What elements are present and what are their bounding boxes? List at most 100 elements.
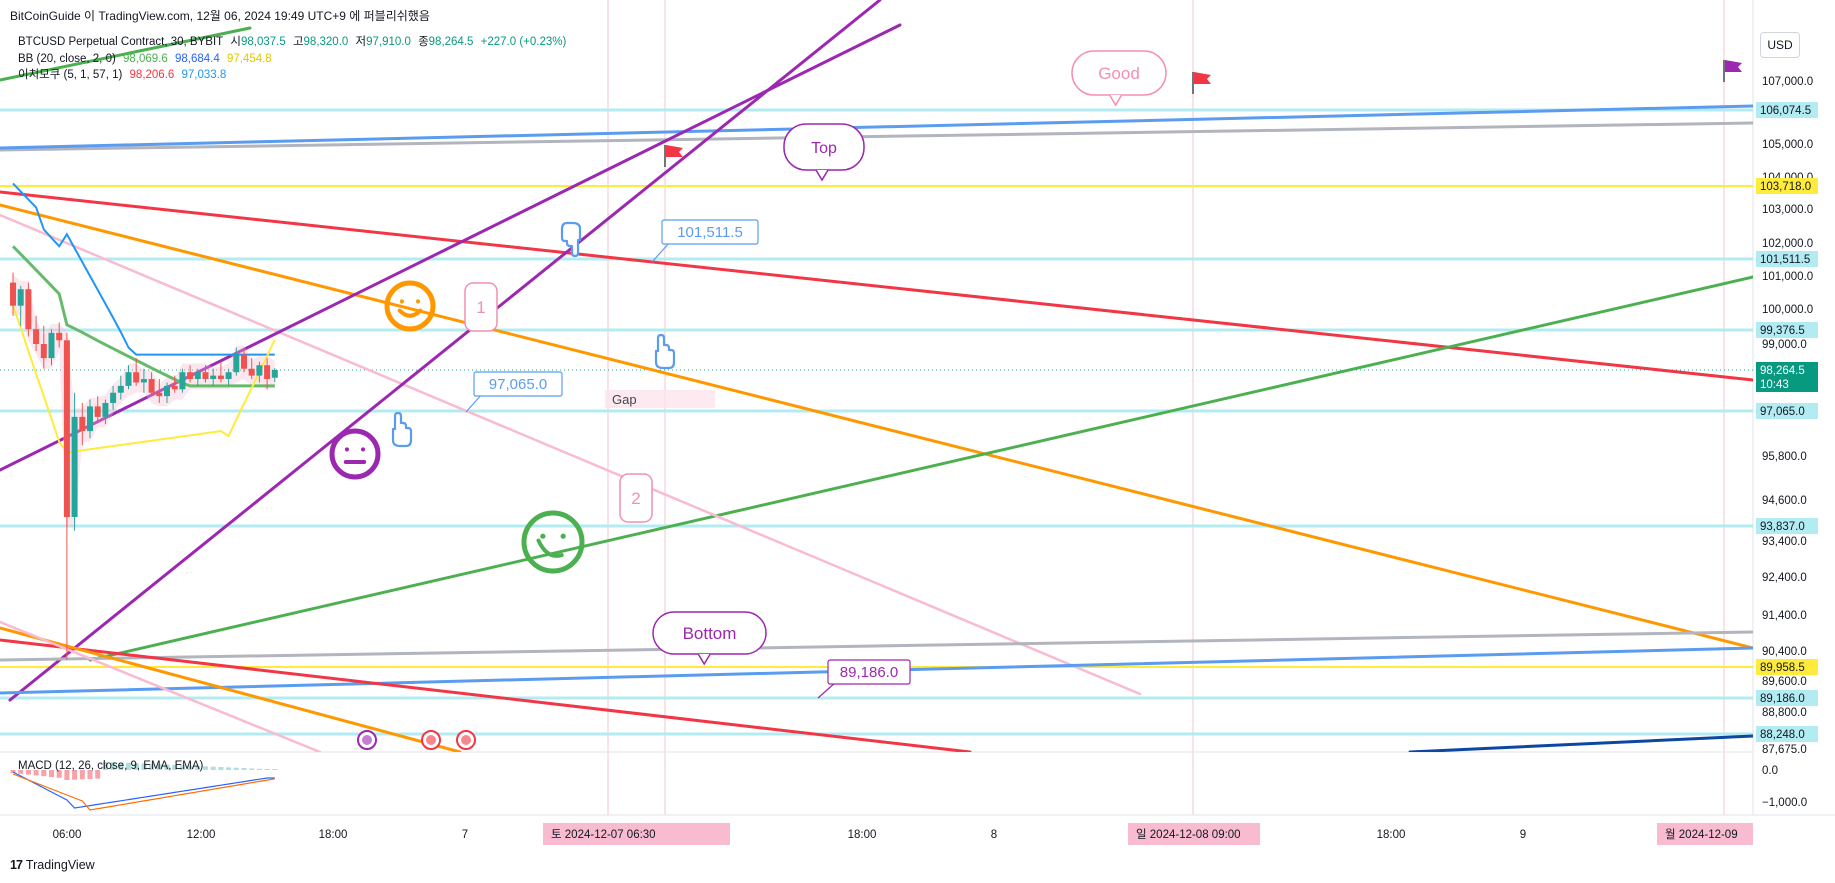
horizontal-levels: Gap [0,108,1753,736]
hand-pointer-icon-1 [560,221,582,258]
candle-15 [125,365,132,390]
indicator-layer [11,182,276,528]
macd-bar-17 [141,763,147,770]
blue-trend-line-1 [0,104,1753,150]
legend-ichimoku-row[interactable]: 이치모쿠 (5, 1, 57, 1) 98,206.6 97,033.8 [18,67,570,84]
tradingview-logo[interactable]: 17 TradingView [10,858,95,872]
candle-body [210,375,217,380]
neutral-face-icon-ring [329,428,381,480]
callout-97065-text: 97,065.0 [489,376,547,393]
candle-33 [264,358,271,390]
price-badge-0: 106,074.5 [1756,102,1818,118]
hand-pointer-icon-1-shape [560,221,582,258]
candle-body [225,372,232,380]
price-tick-16: 87,675.0 [1762,744,1807,756]
tag-2-text: 2 [631,489,640,508]
candle-body [233,354,240,373]
candle-27 [217,361,224,383]
price-badge-3: 99,376.5 [1756,322,1818,338]
green-trend-line-4 [88,275,1753,662]
orange-trend-line-3 [0,203,1753,650]
ichimoku-b: 97,033.8 [181,69,227,81]
price-badge-text: 97,065.0 [1760,406,1805,418]
price-tick-6: 100,000.0 [1762,304,1813,316]
time-highlight-1: 일 2024-12-08 09:00 [1128,823,1260,845]
price-axis: 107,000.0105,000.0104,000.0103,000.0102,… [1756,76,1818,756]
candle-22 [179,368,186,393]
price-badge-bg [1756,726,1818,742]
candle-34 [271,368,278,383]
high-value: 98,320.0 [303,36,349,48]
us-flag-event-icon-1-dot [426,735,436,745]
macd-bar-5 [49,770,54,777]
candle-body [148,379,155,393]
bb-upper-line [12,182,275,356]
price-tick-4: 102,000.0 [1762,238,1813,250]
macd-bar-0 [10,770,16,773]
ichimoku-label: 이치모쿠 (5, 1, 57, 1) [18,69,123,81]
time-tick-6: 18:00 [1377,829,1406,841]
good-bubble-tail [1108,94,1123,107]
candle-29 [233,347,240,376]
macd-bar-11 [95,770,101,779]
bb-basis: 98,069.6 [123,52,168,65]
us-flag-event-icon-2 [456,730,476,750]
price-tick-13: 90,400.0 [1762,646,1807,658]
price-tick-3: 103,000.0 [1762,204,1813,216]
candle-9 [79,402,86,446]
price-badge-bg [1756,518,1818,534]
macd-bar-9 [79,770,85,780]
bb-upper: 98,684.4 [174,52,220,65]
gap-label: Gap [612,392,637,407]
time-tick-5: 8 [991,829,997,841]
neutral-face-icon-eye-right [360,447,366,452]
price-tick-8: 95,800.0 [1762,451,1807,463]
callout-101511-text: 101,511.5 [677,224,743,241]
candle-13 [110,385,117,410]
currency-button[interactable]: USD [1760,32,1800,58]
bb-basis-line [11,245,275,388]
candle-body [125,372,132,386]
candle-2 [25,282,32,337]
candles-layer [10,272,278,660]
red-flag-icon-2-cloth [1194,72,1211,84]
price-badge-8: 89,186.0 [1756,690,1818,706]
red-flag-icon-1 [664,145,683,167]
tag-1: 1 [464,282,498,332]
price-badge-text: 88,248.0 [1760,729,1805,741]
macd-label[interactable]: MACD (12, 26, close, 9, EMA, EMA) [18,760,204,772]
candle-body [87,406,93,432]
candle-16 [133,358,140,386]
price-badge-text: 98,264.5 [1760,365,1805,377]
callout-101511-box [661,219,759,245]
legend-bb-row[interactable]: BB (20, close, 2, 0) 98,069.6 98,684.4 9… [18,51,570,68]
smile-face-icon-eye-left [399,299,405,304]
good-bubble: Good [1071,50,1167,107]
macd-bar-19 [156,764,162,770]
callout-97065-box [473,371,563,397]
price-badge-bg [1756,178,1818,194]
price-tick-12: 91,400.0 [1762,610,1807,622]
macd-bar-18 [149,763,155,770]
price-tick-10: 93,400.0 [1762,536,1807,548]
legend-symbol-row[interactable]: BTCUSD Perpetual Contract, 30, BYBIT 시98… [18,34,570,51]
candle-body [264,365,271,380]
price-tick-15: 88,800.0 [1762,707,1807,719]
purple-trend-line-6 [0,23,902,472]
macd-bar-13 [110,762,116,770]
macd-bar-16 [133,763,139,770]
red-trend-line-10 [0,638,972,752]
orange-trend-line-11 [0,626,462,752]
macd-bar-33 [264,769,270,770]
price-badge-text: 106,074.5 [1760,105,1811,117]
bottom-bubble-tail [697,653,711,666]
candle-body [164,385,170,397]
time-highlight-text: 월 2024-12-09 [1665,828,1738,841]
tag-2: 2 [619,473,653,523]
navy-trend-line-13 [1408,734,1753,752]
us-flag-event-icon-2-dot [461,735,471,745]
red-trend-line-2 [0,190,1753,382]
open-value: 98,037.5 [240,36,286,48]
red-flag-icon-1-cloth [666,145,683,157]
